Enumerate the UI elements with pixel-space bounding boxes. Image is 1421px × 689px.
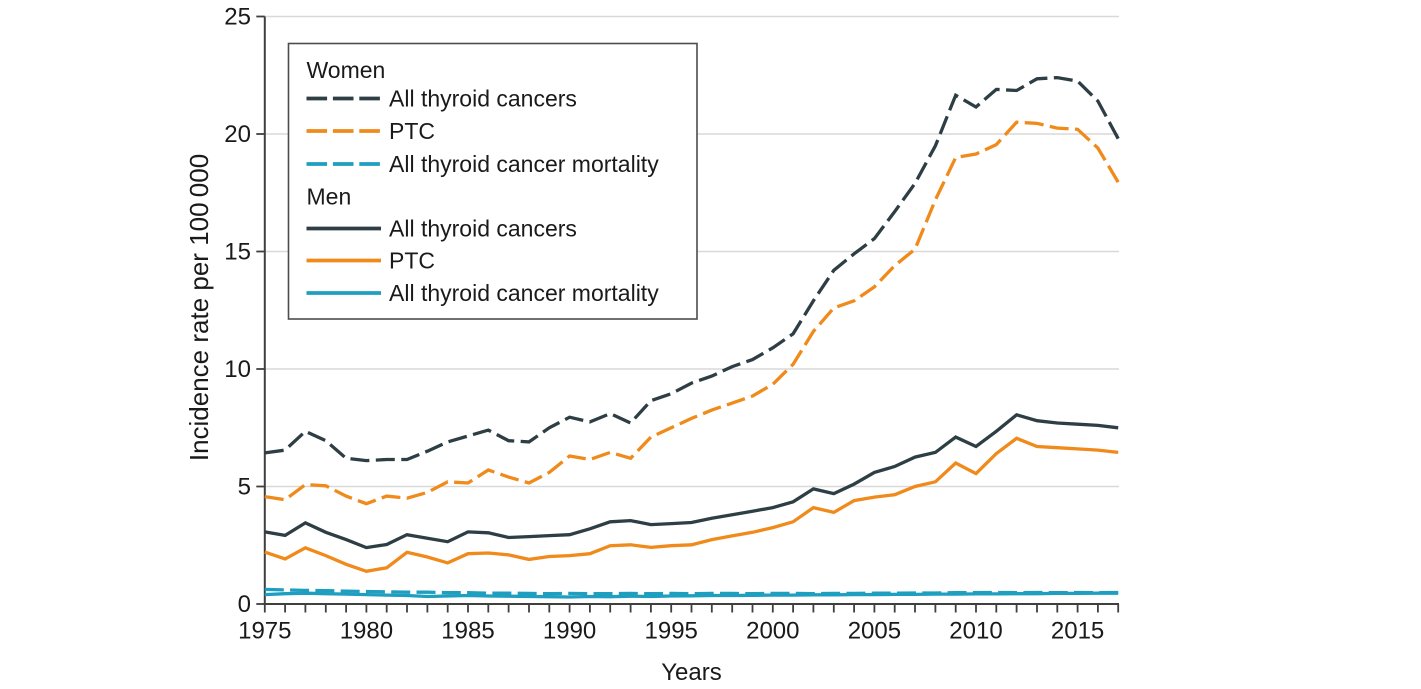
svg-text:2010: 2010 <box>949 618 1002 645</box>
svg-text:1990: 1990 <box>543 618 596 645</box>
svg-text:1995: 1995 <box>645 618 698 645</box>
svg-text:All thyroid cancer mortality: All thyroid cancer mortality <box>389 280 659 306</box>
svg-text:1985: 1985 <box>441 618 494 645</box>
svg-text:Men: Men <box>307 184 352 210</box>
svg-text:Years: Years <box>661 659 722 684</box>
svg-text:All thyroid cancers: All thyroid cancers <box>389 86 577 112</box>
svg-text:1980: 1980 <box>340 618 393 645</box>
svg-text:15: 15 <box>224 239 251 266</box>
svg-text:Women: Women <box>307 57 386 83</box>
svg-text:PTC: PTC <box>389 248 435 274</box>
svg-text:All thyroid cancers: All thyroid cancers <box>389 216 577 242</box>
svg-text:2005: 2005 <box>848 618 901 645</box>
svg-text:Incidence rate per 100 000: Incidence rate per 100 000 <box>184 154 214 461</box>
svg-text:2000: 2000 <box>746 618 799 645</box>
svg-text:20: 20 <box>224 121 251 148</box>
svg-text:5: 5 <box>238 474 251 501</box>
svg-text:1975: 1975 <box>238 618 291 645</box>
svg-text:PTC: PTC <box>389 118 435 144</box>
svg-text:2015: 2015 <box>1051 618 1104 645</box>
svg-text:10: 10 <box>224 356 251 383</box>
svg-text:All thyroid cancer mortality: All thyroid cancer mortality <box>389 151 659 177</box>
svg-text:25: 25 <box>224 4 251 31</box>
svg-text:0: 0 <box>238 591 251 618</box>
